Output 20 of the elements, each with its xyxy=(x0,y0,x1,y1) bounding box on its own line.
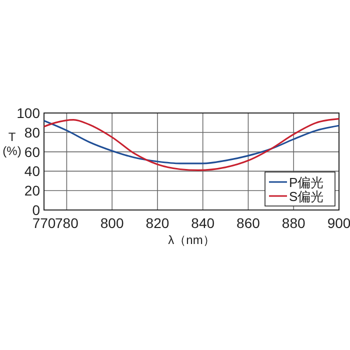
x-tick-label: 820 xyxy=(146,215,170,231)
line-series xyxy=(43,120,340,164)
x-axis-title: λ（nm） xyxy=(168,233,215,247)
y-tick-label: 40 xyxy=(24,163,40,180)
y-tick-label: 80 xyxy=(24,124,40,140)
y-tick-label: 60 xyxy=(24,144,40,160)
y-tick-label: 0 xyxy=(32,202,40,218)
x-tick-label: 800 xyxy=(100,215,124,231)
legend-label: P偏光 xyxy=(289,175,324,190)
x-tick-label: 880 xyxy=(282,215,306,231)
x-tick-label: 900 xyxy=(327,215,350,231)
y-tick-label: 20 xyxy=(24,182,40,199)
y-tick-label: 100 xyxy=(16,105,40,121)
x-tick-label: 780 xyxy=(55,215,79,231)
x-tick-label: 770 xyxy=(32,215,56,231)
x-tick-label: 860 xyxy=(236,215,260,231)
x-tick-label: 840 xyxy=(191,215,215,231)
line-series xyxy=(43,118,340,172)
y-axis-title: T (%) xyxy=(2,130,22,158)
legend-label: S偏光 xyxy=(289,189,324,204)
